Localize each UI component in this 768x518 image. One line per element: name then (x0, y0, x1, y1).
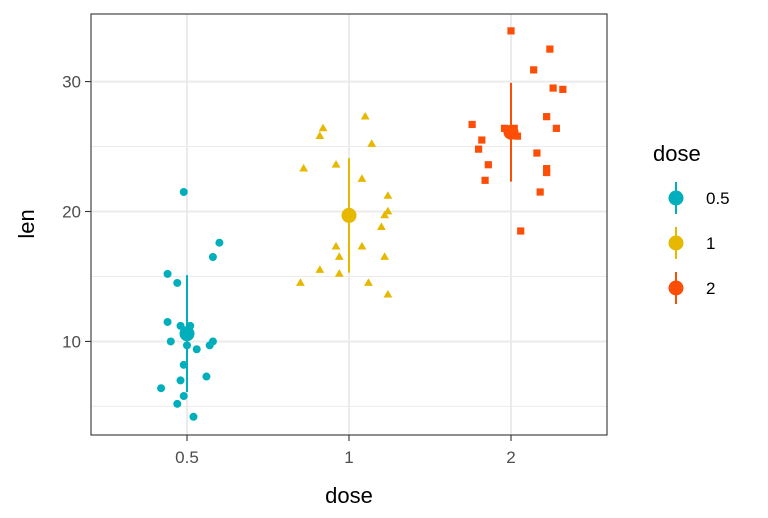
data-point (380, 210, 390, 219)
x-tick-label: 1 (344, 448, 353, 467)
data-point (179, 360, 188, 369)
data-point (296, 278, 305, 286)
data-point (173, 399, 182, 408)
x-axis: 0.5 1 2 (175, 435, 516, 467)
x-tick-label: 2 (506, 448, 515, 467)
y-tick-label: 20 (62, 203, 81, 222)
data-point (513, 132, 522, 140)
data-point (377, 222, 386, 230)
data-points (157, 27, 567, 421)
data-point (331, 160, 341, 168)
mean-point (179, 326, 195, 342)
data-point (383, 206, 393, 215)
data-point (166, 337, 175, 346)
data-point (179, 392, 188, 401)
legend-key-point (668, 190, 684, 206)
data-point (202, 372, 211, 381)
y-axis: 10 20 30 (62, 73, 91, 351)
legend-label: 0.5 (706, 189, 730, 208)
data-point (559, 85, 567, 93)
data-point (173, 278, 182, 287)
data-point (507, 27, 515, 35)
data-point (360, 111, 370, 120)
data-point (468, 120, 476, 129)
data-point (189, 412, 198, 421)
y-tick-label: 30 (62, 73, 81, 92)
data-point (334, 252, 344, 260)
data-point (163, 317, 172, 326)
data-point (192, 345, 201, 354)
data-point (208, 337, 217, 346)
data-point (552, 124, 560, 132)
data-point (364, 278, 373, 286)
legend-label: 2 (706, 279, 715, 298)
data-point (530, 66, 538, 74)
data-point (478, 136, 486, 144)
data-point (357, 241, 367, 250)
legend-key-point (668, 235, 684, 251)
data-point (536, 188, 544, 196)
data-point (331, 241, 341, 250)
legend-label: 1 (706, 234, 715, 253)
data-point (183, 341, 191, 350)
data-point (357, 174, 367, 182)
data-point (215, 238, 224, 247)
data-point (546, 45, 554, 53)
y-axis-title: len (14, 209, 39, 238)
data-point (208, 252, 217, 261)
x-tick-label: 0.5 (175, 448, 199, 467)
data-point (367, 139, 377, 147)
data-point (163, 269, 172, 278)
data-point (383, 191, 393, 199)
mean-point (341, 207, 357, 223)
data-point (475, 145, 483, 153)
data-point (543, 168, 551, 177)
data-point (533, 149, 541, 157)
mean-point (503, 124, 519, 140)
x-axis-title: dose (325, 483, 373, 508)
legend-title: dose (653, 141, 701, 166)
data-point (481, 176, 489, 184)
data-point (157, 384, 166, 393)
data-point (299, 163, 309, 172)
data-point (383, 289, 393, 298)
mean-points (179, 124, 519, 342)
data-point (543, 165, 551, 173)
data-point (315, 265, 325, 273)
data-point (484, 161, 492, 169)
data-point (543, 113, 551, 121)
data-point (318, 123, 328, 132)
legend-key-point (668, 280, 684, 296)
y-tick-label: 10 (62, 332, 81, 351)
data-point (179, 188, 188, 197)
data-point (380, 252, 390, 260)
data-point (549, 84, 557, 92)
data-point (517, 227, 525, 235)
legend: 0.5 1 2 (668, 182, 730, 304)
data-point (334, 269, 344, 277)
data-point (315, 131, 325, 140)
data-point (176, 376, 185, 385)
data-point (500, 124, 509, 132)
